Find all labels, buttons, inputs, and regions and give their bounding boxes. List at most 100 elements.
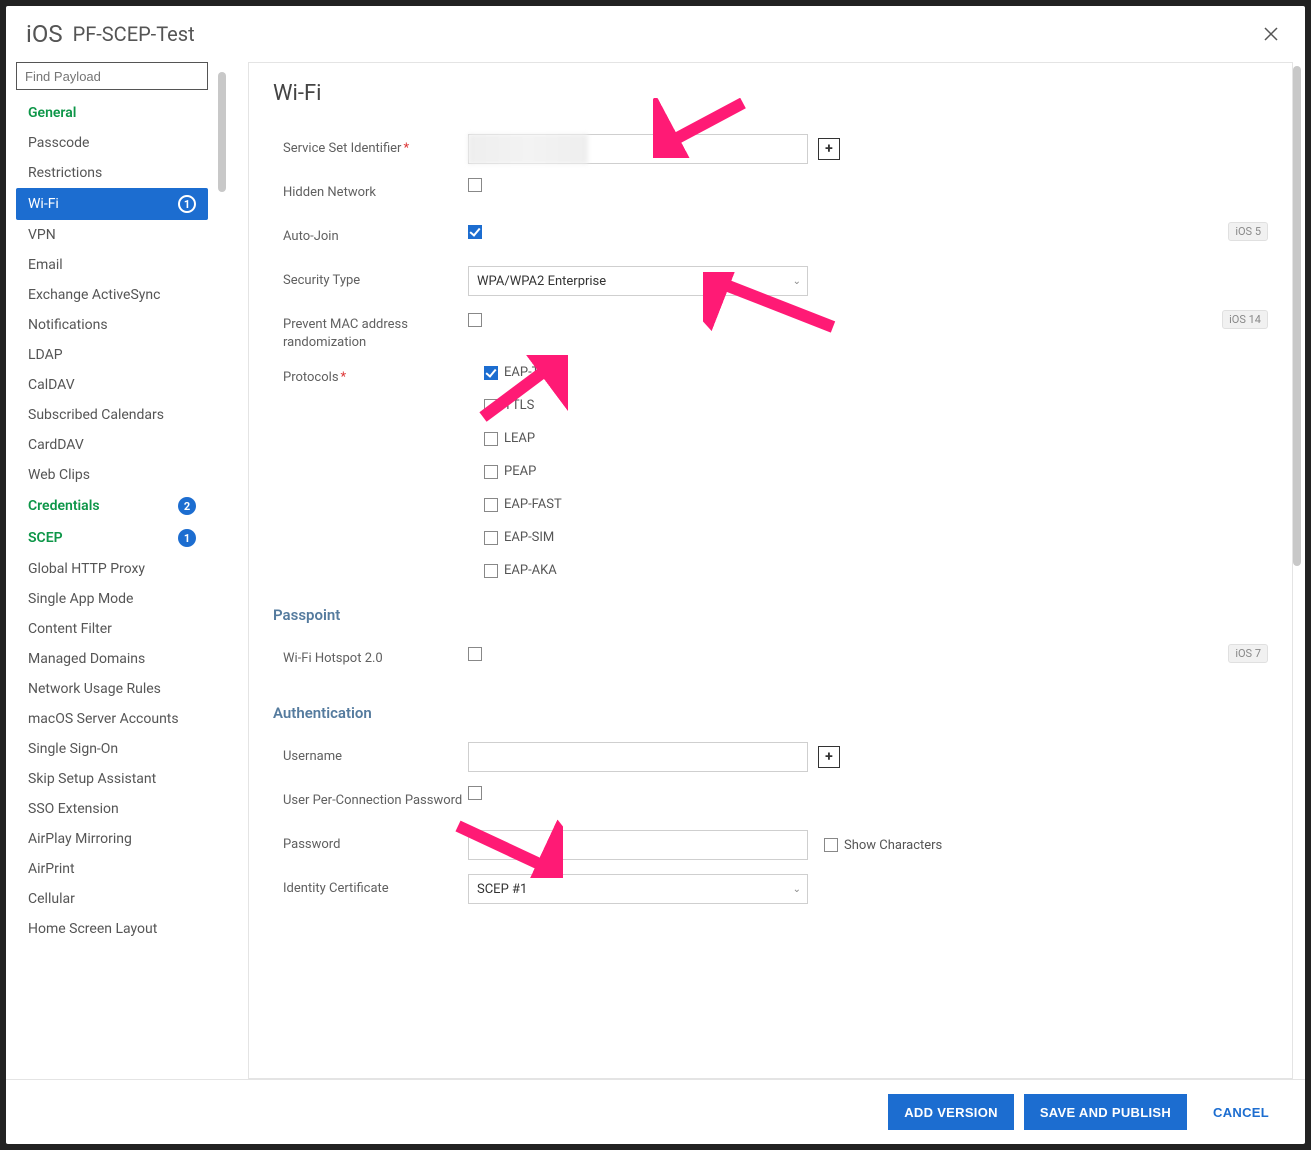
modal-body: GeneralPasscodeRestrictionsWi-Fi1VPNEmai… — [6, 62, 1305, 1079]
sidebar-item-single-sign-on[interactable]: Single Sign-On — [16, 734, 208, 764]
field-ssid: + — [468, 134, 1268, 164]
sidebar-item-general[interactable]: General — [16, 98, 208, 128]
label-ssid: Service Set Identifier* — [273, 134, 468, 158]
close-icon — [1263, 26, 1279, 42]
sidebar-item-content-filter[interactable]: Content Filter — [16, 614, 208, 644]
sidebar: GeneralPasscodeRestrictionsWi-Fi1VPNEmai… — [6, 62, 218, 1079]
sidebar-item-managed-domains[interactable]: Managed Domains — [16, 644, 208, 674]
cancel-button[interactable]: Cancel — [1197, 1094, 1285, 1130]
protocol-checkbox[interactable] — [484, 399, 498, 413]
content-panel: Wi-Fi Service Set Identifier* + — [248, 62, 1293, 1079]
protocol-eap-tls: EAP-TLS — [484, 365, 562, 380]
chevron-down-icon: ⌄ — [793, 276, 801, 287]
sidebar-item-skip-setup-assistant[interactable]: Skip Setup Assistant — [16, 764, 208, 794]
protocol-checkbox[interactable] — [484, 498, 498, 512]
content-wrap: Wi-Fi Service Set Identifier* + — [218, 62, 1305, 1079]
sidebar-item-sso-extension[interactable]: SSO Extension — [16, 794, 208, 824]
sidebar-item-passcode[interactable]: Passcode — [16, 128, 208, 158]
show-chars-checkbox[interactable] — [824, 838, 838, 852]
sidebar-item-web-clips[interactable]: Web Clips — [16, 460, 208, 490]
protocol-eap-sim: EAP-SIM — [484, 530, 562, 545]
sidebar-item-email[interactable]: Email — [16, 250, 208, 280]
label-protocols: Protocols* — [273, 363, 468, 387]
close-button[interactable] — [1257, 20, 1285, 48]
sidebar-item-wi-fi[interactable]: Wi-Fi1 — [16, 188, 208, 220]
ssid-add-button[interactable]: + — [818, 138, 840, 160]
sidebar-item-carddav[interactable]: CardDAV — [16, 430, 208, 460]
sidebar-item-home-screen-layout[interactable]: Home Screen Layout — [16, 914, 208, 944]
badge: 1 — [178, 195, 196, 213]
username-add-button[interactable]: + — [818, 746, 840, 768]
label-security: Security Type — [273, 266, 468, 290]
sidebar-item-caldav[interactable]: CalDAV — [16, 370, 208, 400]
sidebar-item-scep[interactable]: SCEP1 — [16, 522, 208, 554]
protocol-checkbox[interactable] — [484, 432, 498, 446]
modal-header: iOS PF-SCEP-Test — [6, 6, 1305, 62]
show-characters[interactable]: Show Characters — [824, 838, 942, 853]
protocol-list: EAP-TLSTTLSLEAPPEAPEAP-FASTEAP-SIMEAP-AK… — [468, 363, 562, 578]
row-hidden: Hidden Network — [273, 172, 1268, 216]
sidebar-item-airprint[interactable]: AirPrint — [16, 854, 208, 884]
protocol-checkbox[interactable] — [484, 366, 498, 380]
sidebar-item-macos-server-accounts[interactable]: macOS Server Accounts — [16, 704, 208, 734]
section-auth: Authentication — [273, 704, 1268, 722]
ssid-redacted — [468, 134, 588, 164]
ios-badge: iOS 7 — [1228, 644, 1268, 663]
sidebar-item-network-usage-rules[interactable]: Network Usage Rules — [16, 674, 208, 704]
profile-name: PF-SCEP-Test — [73, 22, 195, 46]
protocol-leap: LEAP — [484, 431, 562, 446]
badge: 2 — [178, 497, 196, 515]
sidebar-item-credentials[interactable]: Credentials2 — [16, 490, 208, 522]
page-title: Wi-Fi — [273, 81, 1268, 106]
autojoin-checkbox[interactable] — [468, 225, 482, 239]
badge: 1 — [178, 529, 196, 547]
sidebar-item-global-http-proxy[interactable]: Global HTTP Proxy — [16, 554, 208, 584]
sidebar-item-exchange-activesync[interactable]: Exchange ActiveSync — [16, 280, 208, 310]
label-macrandom: Prevent MAC address randomization — [273, 310, 468, 351]
label-identity-cert: Identity Certificate — [273, 874, 468, 898]
password-input[interactable] — [468, 830, 808, 860]
platform-label: iOS — [26, 20, 63, 48]
row-macrandom: Prevent MAC address randomization iOS 14 — [273, 304, 1268, 357]
identity-cert-select[interactable]: SCEP #1 ⌄ — [468, 874, 808, 904]
protocol-eap-aka: EAP-AKA — [484, 563, 562, 578]
macrandom-checkbox[interactable] — [468, 313, 482, 327]
hidden-checkbox[interactable] — [468, 178, 482, 192]
row-ssid: Service Set Identifier* + — [273, 128, 1268, 172]
row-security: Security Type WPA/WPA2 Enterprise ⌄ — [273, 260, 1268, 304]
protocol-peap: PEAP — [484, 464, 562, 479]
protocol-ttls: TTLS — [484, 398, 562, 413]
hotspot-checkbox[interactable] — [468, 647, 482, 661]
sidebar-item-notifications[interactable]: Notifications — [16, 310, 208, 340]
label-hidden: Hidden Network — [273, 178, 468, 202]
protocol-checkbox[interactable] — [484, 531, 498, 545]
section-passpoint: Passpoint — [273, 606, 1268, 624]
add-version-button[interactable]: Add Version — [888, 1094, 1014, 1130]
ios-badge: iOS 5 — [1228, 222, 1268, 241]
row-protocols: Protocols* EAP-TLSTTLSLEAPPEAPEAP-FASTEA… — [273, 357, 1268, 584]
sidebar-item-ldap[interactable]: LDAP — [16, 340, 208, 370]
header-title-group: iOS PF-SCEP-Test — [26, 20, 195, 48]
perconn-checkbox[interactable] — [468, 786, 482, 800]
sidebar-items: GeneralPasscodeRestrictionsWi-Fi1VPNEmai… — [16, 98, 208, 944]
sidebar-item-vpn[interactable]: VPN — [16, 220, 208, 250]
username-input[interactable] — [468, 742, 808, 772]
content-scrollbar[interactable] — [1293, 66, 1303, 1075]
sidebar-item-single-app-mode[interactable]: Single App Mode — [16, 584, 208, 614]
protocol-checkbox[interactable] — [484, 465, 498, 479]
sidebar-item-airplay-mirroring[interactable]: AirPlay Mirroring — [16, 824, 208, 854]
label-password: Password — [273, 830, 468, 854]
sidebar-item-cellular[interactable]: Cellular — [16, 884, 208, 914]
find-payload-input[interactable] — [16, 62, 208, 90]
sidebar-item-restrictions[interactable]: Restrictions — [16, 158, 208, 188]
ios-badge: iOS 14 — [1222, 310, 1268, 329]
sidebar-item-subscribed-calendars[interactable]: Subscribed Calendars — [16, 400, 208, 430]
modal: iOS PF-SCEP-Test GeneralPasscodeRestrict… — [6, 6, 1305, 1144]
label-perconn: User Per-Connection Password — [273, 786, 468, 810]
label-hotspot: Wi-Fi Hotspot 2.0 — [273, 644, 468, 668]
save-publish-button[interactable]: Save and Publish — [1024, 1094, 1187, 1130]
label-username: Username — [273, 742, 468, 766]
row-username: Username + — [273, 736, 1268, 780]
security-select[interactable]: WPA/WPA2 Enterprise ⌄ — [468, 266, 808, 296]
protocol-checkbox[interactable] — [484, 564, 498, 578]
